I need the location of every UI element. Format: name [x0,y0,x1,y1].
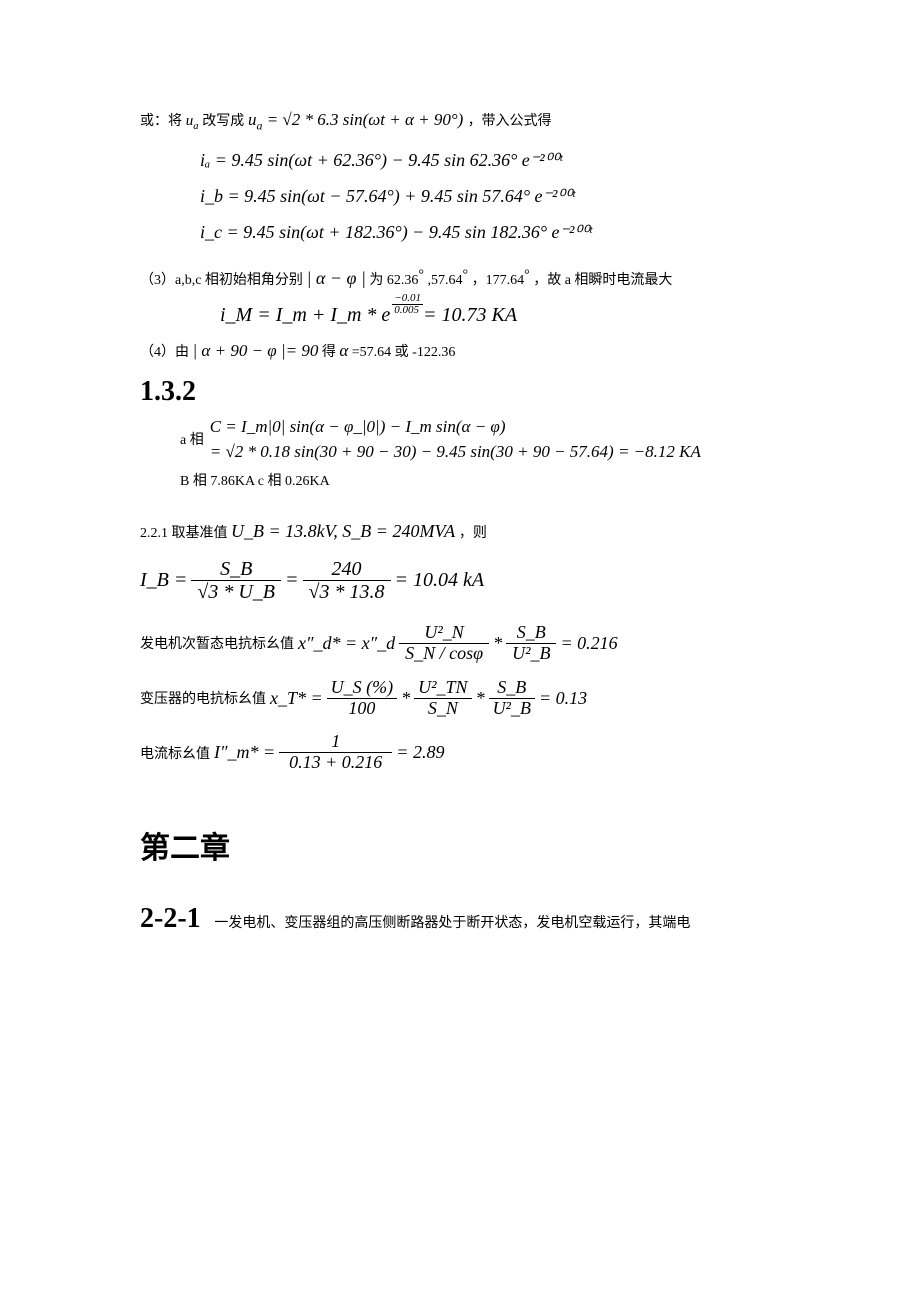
IB-eq: I_B = S_B √3 * U_B = 240 √3 * 13.8 = 10.… [140,558,780,603]
intro-prefix: 或：将 [140,114,182,129]
IB-frac2: 240 √3 * 13.8 [303,558,391,603]
sec132-line1: C = I_m|0| sin(α − φ_|0|) − I_m sin(α − … [210,414,701,440]
part4-tail: =57.64 或 -122.36 [352,345,456,360]
sec132-line2: = √2 * 0.18 sin(30 + 90 − 30) − 9.45 sin… [210,439,701,465]
xt-f3-bot: U²_B [489,699,535,719]
IB-eq1: = [285,569,299,592]
xt-label: 变压器的电抗标幺值 [140,688,266,708]
Im-f-bot: 0.13 + 0.216 [279,753,392,773]
part4-line: （4）由 | α + 90 − φ |= 90 得 α =57.64 或 -12… [140,337,780,364]
iM-exp-bot: 0.005 [392,305,423,316]
sec132-block: a 相 C = I_m|0| sin(α − φ_|0|) − I_m sin(… [140,414,780,465]
heading-132: 1.3.2 [140,376,780,408]
xd-star1: * [493,633,502,654]
IB-result: = 10.04 kA [395,569,485,592]
deg2: ° [463,267,469,282]
xd-result: = 0.216 [560,633,617,654]
part4-expr: | α + 90 − φ |= 90 [193,341,319,360]
chapter-2-heading: 第二章 [140,823,780,867]
IB-f1-bot: √3 * U_B [191,581,281,603]
xd-f2-top: S_B [506,623,556,644]
eq-ic: i_c = 9.45 sin(ωt + 182.36°) − 9.45 sin … [200,214,780,250]
intro-line: 或：将 ua 改写成 ua = √2 * 6.3 sin(ωt + α + 90… [140,106,780,136]
Im-lhs: I″_m* = [214,742,275,763]
xt-star1: * [401,688,410,709]
xt-f3-top: S_B [489,678,535,699]
xd-f1-bot: S_N / cosφ [399,644,489,664]
sec221-line: 2.2.1 取基准值 U_B = 13.8kV, S_B = 240MVA ，则 [140,517,780,546]
part3-v2: ,57.64 [428,273,463,288]
IB-f2-top: 240 [303,558,391,581]
xt-f2: U²_TN S_N [414,678,471,719]
xd-f2: S_B U²_B [506,623,556,664]
xd-line: 发电机次暂态电抗标幺值 x″_d* = x″_d U²_N S_N / cosφ… [140,623,780,664]
xt-f2-top: U²_TN [414,678,471,699]
IB-f1-top: S_B [191,558,281,581]
intro-mid1: 改写成 [202,114,244,129]
IB-frac1: S_B √3 * U_B [191,558,281,603]
iM-rhs: = 10.73 KA [423,299,517,331]
xd-f1: U²_N S_N / cosφ [399,623,489,664]
part3-line: （3）a,b,c 相初始相角分别 | α − φ | 为 62.36° ,57.… [140,264,780,293]
xd-f2-bot: U²_B [506,644,556,664]
part3-tail: ，故 a 相瞬时电流最大 [533,273,672,288]
part3-label: （3）a,b,c 相初始相角分别 [140,273,303,288]
xt-f1-top: U_S (%) [327,678,397,699]
xd-lhs: x″_d* = x″_d [298,633,395,654]
part4-mid: 得 [322,345,336,360]
part4-label: （4）由 [140,345,189,360]
xt-result: = 0.13 [539,688,587,709]
eq-ia: iₐ = 9.45 sin(ωt + 62.36°) − 9.45 sin 62… [200,142,780,178]
xt-f3: S_B U²_B [489,678,535,719]
deg3: ° [524,267,530,282]
intro-suffix: ，带入公式得 [468,114,552,129]
part3-mid: 为 62.36 [369,273,418,288]
xd-f1-top: U²_N [399,623,489,644]
xt-star2: * [476,688,485,709]
xd-label: 发电机次暂态电抗标幺值 [140,633,294,653]
part3-expr: | α − φ | [306,268,365,288]
problem-221-text: 一发电机、变压器组的高压侧断路器处于断开状态，发电机空载运行，其端电 [214,916,690,931]
xt-f1: U_S (%) 100 [327,678,397,719]
sec221-label: 2.2.1 取基准值 [140,526,231,541]
iM-exp-frac: −0.01 0.005 [392,293,423,316]
xt-f2-bot: S_N [414,699,471,719]
Im-line: 电流标幺值 I″_m* = 1 0.13 + 0.216 = 2.89 [140,732,780,773]
intro-uvar: ua [186,113,199,129]
sec132-a-label: a 相 [180,429,204,449]
IB-lhs: I_B = [140,569,187,592]
Im-label: 电流标幺值 [140,743,210,763]
page: 或：将 ua 改写成 ua = √2 * 6.3 sin(ωt + α + 90… [0,0,920,1302]
sec221-base: U_B = 13.8kV, S_B = 240MVA [231,521,455,541]
xt-f1-bot: 100 [327,699,397,719]
xt-lhs: x_T* = [270,688,323,709]
deg1: ° [418,267,424,282]
part4-alpha: α [339,341,348,360]
iM-lhs: i_M = I_m + I_m * e [220,299,390,331]
xt-line: 变压器的电抗标幺值 x_T* = U_S (%) 100 * U²_TN S_N… [140,678,780,719]
Im-f-top: 1 [279,732,392,753]
intro-eq: ua = √2 * 6.3 sin(ωt + α + 90°) [248,110,468,129]
IB-f2-bot: √3 * 13.8 [303,581,391,603]
part3-v3: ，177.64 [472,273,525,288]
eq-iM: i_M = I_m + I_m * e −0.01 0.005 = 10.73 … [220,299,780,331]
Im-result: = 2.89 [396,742,444,763]
problem-221: 2-2-1 一发电机、变压器组的高压侧断路器处于断开状态，发电机空载运行，其端电 [140,897,780,942]
problem-221-num: 2-2-1 [140,903,201,934]
eq-ib: i_b = 9.45 sin(ωt − 57.64°) + 9.45 sin 5… [200,178,780,214]
Im-frac: 1 0.13 + 0.216 [279,732,392,773]
sec132-bc: B 相 7.86KA c 相 0.26KA [180,471,780,493]
sec221-suffix: ，则 [459,526,487,541]
